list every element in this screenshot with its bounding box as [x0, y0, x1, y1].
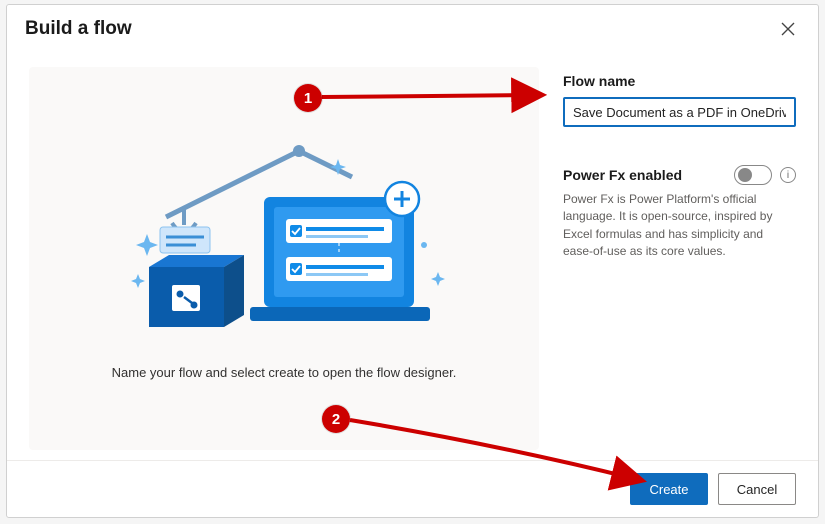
toggle-knob — [738, 168, 752, 182]
cancel-button[interactable]: Cancel — [718, 473, 796, 505]
powerfx-label: Power Fx enabled — [563, 167, 682, 183]
info-icon[interactable]: i — [780, 167, 796, 183]
dialog-body: Name your flow and select create to open… — [7, 49, 818, 460]
flow-illustration — [114, 107, 454, 337]
dialog-titlebar: Build a flow — [7, 5, 818, 49]
flow-name-input[interactable] — [563, 97, 796, 127]
flow-name-label: Flow name — [563, 73, 796, 89]
powerfx-description: Power Fx is Power Platform's official la… — [563, 191, 796, 261]
illustration-panel: Name your flow and select create to open… — [29, 67, 539, 450]
illustration-caption: Name your flow and select create to open… — [112, 365, 457, 380]
form-panel: Flow name Power Fx enabled i Power Fx is… — [563, 67, 796, 450]
close-icon — [781, 22, 795, 36]
powerfx-toggle[interactable] — [734, 165, 772, 185]
build-flow-dialog: Build a flow — [6, 4, 819, 518]
dialog-title: Build a flow — [25, 18, 132, 40]
dialog-footer: Create Cancel — [7, 460, 818, 517]
powerfx-row: Power Fx enabled i — [563, 165, 796, 185]
close-button[interactable] — [774, 15, 802, 43]
create-button[interactable]: Create — [630, 473, 708, 505]
